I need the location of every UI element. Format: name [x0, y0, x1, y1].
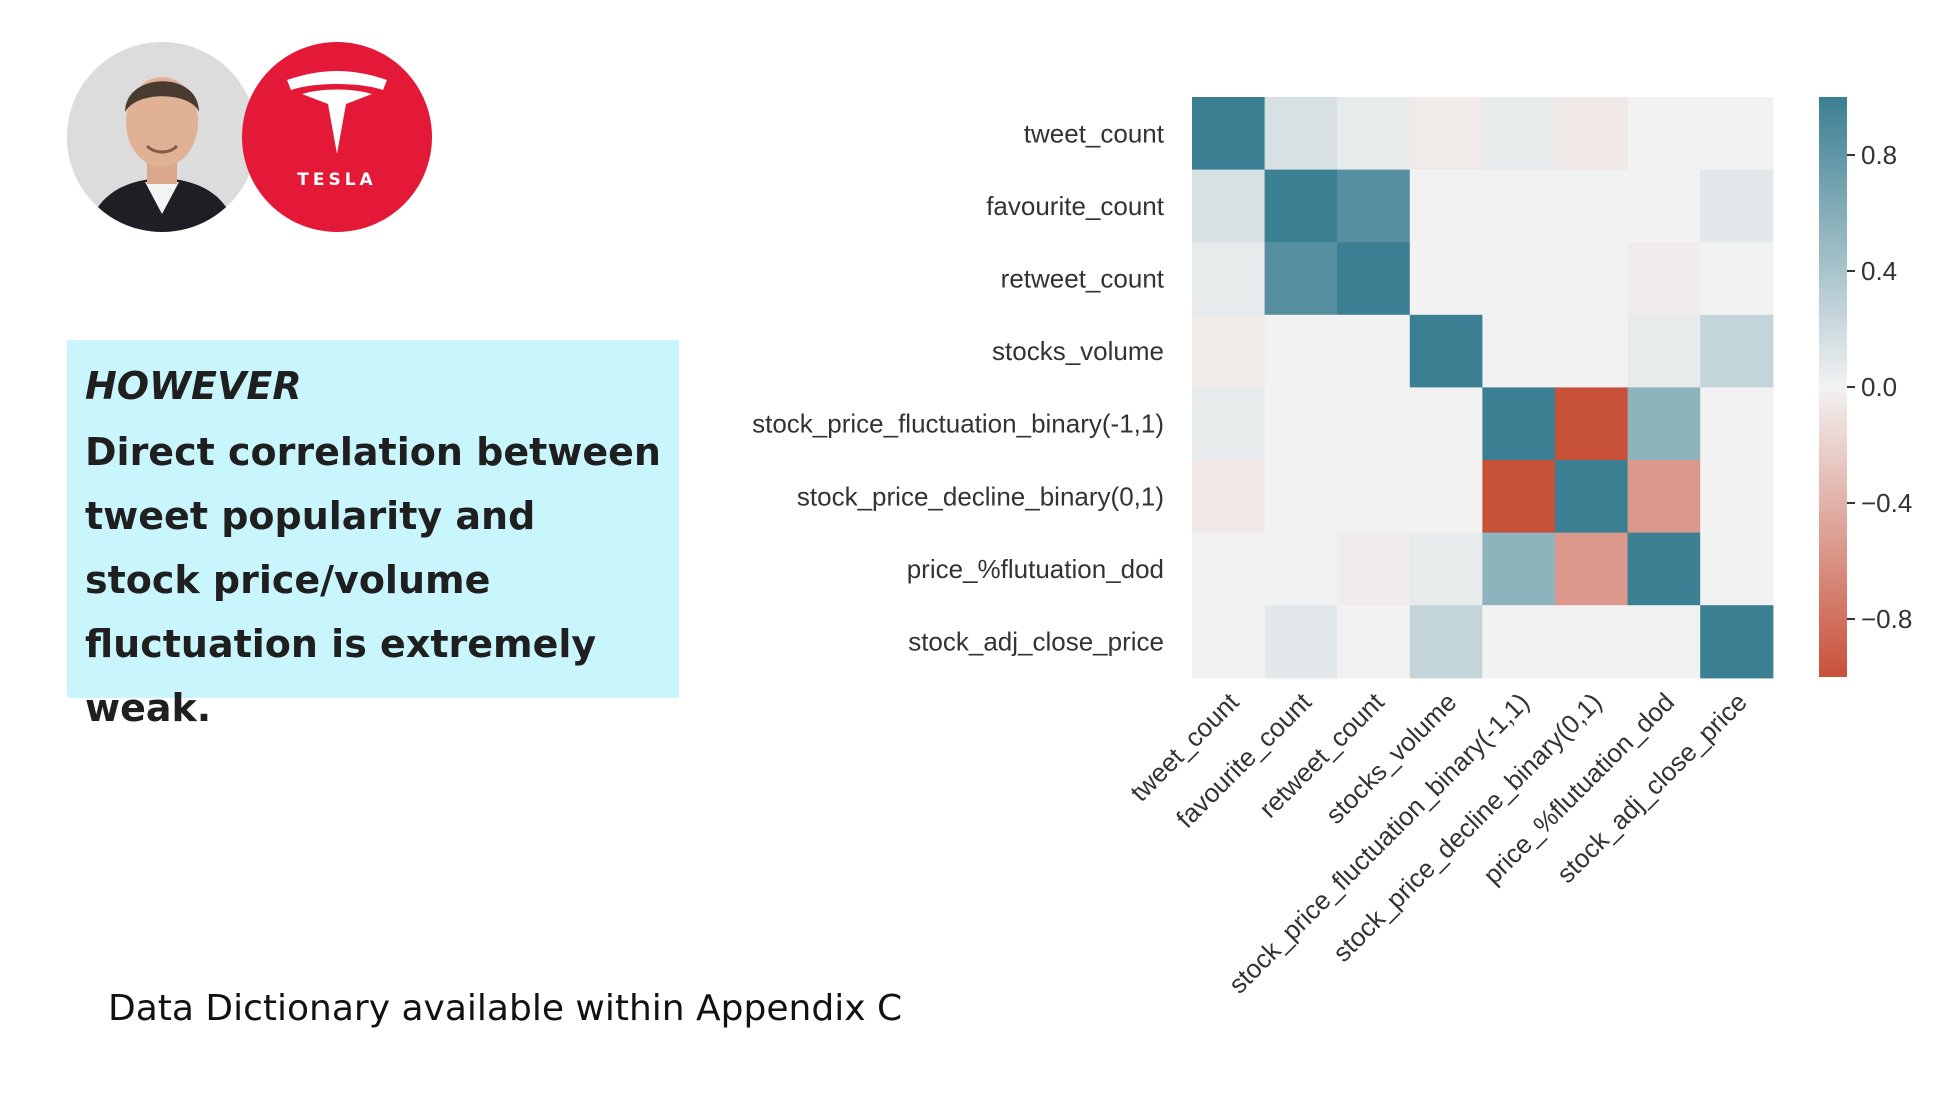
heatmap-cell-5-1 — [1264, 460, 1338, 534]
heatmap-cell-7-0 — [1192, 605, 1266, 679]
col-label-3: stocks_volume — [1320, 687, 1463, 830]
heatmap-cell-4-3 — [1409, 387, 1483, 461]
colorbar-tick-label-3: −0.4 — [1861, 488, 1912, 518]
heatmap-cell-0-2 — [1337, 97, 1411, 171]
heatmap-cell-5-3 — [1409, 460, 1483, 534]
heatmap-cell-4-5 — [1555, 387, 1629, 461]
heatmap-cell-3-7 — [1700, 314, 1774, 388]
portrait-photo-drawing — [67, 42, 257, 232]
row-label-5: stock_price_decline_binary(0,1) — [797, 481, 1164, 511]
callout-box: HOWEVER Direct correlation between tweet… — [67, 340, 679, 730]
heatmap-cell-7-7 — [1700, 605, 1774, 679]
heatmap-cell-1-5 — [1555, 169, 1629, 243]
heatmap-cell-1-3 — [1409, 169, 1483, 243]
heatmap-cell-0-7 — [1700, 97, 1774, 171]
heatmap-cell-5-2 — [1337, 460, 1411, 534]
heatmap-cell-6-6 — [1627, 532, 1701, 606]
heatmap-cell-0-1 — [1264, 97, 1338, 171]
heatmap-cell-6-3 — [1409, 532, 1483, 606]
callout-body: Direct correlation between tweet popular… — [85, 430, 661, 730]
row-label-2: retweet_count — [1001, 264, 1165, 294]
heatmap-cell-5-4 — [1482, 460, 1556, 534]
heatmap-cell-1-0 — [1192, 169, 1266, 243]
row-label-0: tweet_count — [1024, 118, 1165, 148]
heatmap-cell-4-0 — [1192, 387, 1266, 461]
row-label-1: favourite_count — [986, 191, 1165, 221]
heatmap-cell-1-4 — [1482, 169, 1556, 243]
heatmap-cell-6-5 — [1555, 532, 1629, 606]
heatmap-cell-1-6 — [1627, 169, 1701, 243]
colorbar-tick-label-1: 0.4 — [1861, 256, 1897, 286]
row-label-3: stocks_volume — [992, 336, 1164, 366]
colorbar-tick-label-0: 0.8 — [1861, 140, 1897, 170]
heatmap-cell-6-1 — [1264, 532, 1338, 606]
heatmap-cell-3-0 — [1192, 314, 1266, 388]
heatmap-cell-7-6 — [1627, 605, 1701, 679]
col-label-5: stock_price_decline_binary(0,1) — [1327, 687, 1608, 968]
heatmap-cell-0-0 — [1192, 97, 1266, 171]
heatmap-cell-7-5 — [1555, 605, 1629, 679]
heatmap-cell-5-5 — [1555, 460, 1629, 534]
heatmap-cell-2-3 — [1409, 242, 1483, 316]
heatmap-cell-6-7 — [1700, 532, 1774, 606]
heatmap-cell-0-4 — [1482, 97, 1556, 171]
heatmap-cell-2-5 — [1555, 242, 1629, 316]
heatmap-cell-1-2 — [1337, 169, 1411, 243]
heatmap-cell-2-2 — [1337, 242, 1411, 316]
heatmap-cell-2-4 — [1482, 242, 1556, 316]
heatmap-cell-2-6 — [1627, 242, 1701, 316]
col-label-2: retweet_count — [1253, 686, 1390, 823]
heatmap-cell-5-0 — [1192, 460, 1266, 534]
tesla-logo: TESLA — [242, 42, 432, 232]
heatmap-cell-2-0 — [1192, 242, 1266, 316]
colorbar-tick-label-2: 0.0 — [1861, 372, 1897, 402]
heatmap-cell-6-0 — [1192, 532, 1266, 606]
heatmap-cell-5-7 — [1700, 460, 1774, 534]
heatmap-cell-2-1 — [1264, 242, 1338, 316]
colorbar — [1819, 97, 1847, 677]
tesla-logo-icon — [287, 71, 387, 154]
heatmap-cell-3-4 — [1482, 314, 1556, 388]
heatmap-cell-0-6 — [1627, 97, 1701, 171]
colorbar-tick-label-4: −0.8 — [1861, 604, 1912, 634]
row-label-4: stock_price_fluctuation_binary(-1,1) — [752, 409, 1164, 439]
footnote: Data Dictionary available within Appendi… — [108, 988, 903, 1029]
heatmap-cell-6-4 — [1482, 532, 1556, 606]
heatmap-cell-2-7 — [1700, 242, 1774, 316]
heatmap-cell-4-6 — [1627, 387, 1701, 461]
heatmap-cell-7-2 — [1337, 605, 1411, 679]
heatmap-cell-4-2 — [1337, 387, 1411, 461]
row-label-6: price_%flutuation_dod — [907, 554, 1164, 584]
heatmap-cell-4-4 — [1482, 387, 1556, 461]
heatmap-cell-3-3 — [1409, 314, 1483, 388]
heatmap-cell-1-7 — [1700, 169, 1774, 243]
heatmap-cell-1-1 — [1264, 169, 1338, 243]
callout-heading: HOWEVER — [85, 364, 302, 408]
heatmap-cell-6-2 — [1337, 532, 1411, 606]
tesla-wordmark: TESLA — [297, 170, 377, 190]
heatmap-cell-4-1 — [1264, 387, 1338, 461]
portrait-photo — [67, 42, 257, 232]
heatmap-cell-3-2 — [1337, 314, 1411, 388]
heatmap-cell-3-5 — [1555, 314, 1629, 388]
heatmap-cell-5-6 — [1627, 460, 1701, 534]
heatmap-cell-3-6 — [1627, 314, 1701, 388]
heatmap-cell-0-5 — [1555, 97, 1629, 171]
heatmap-cell-7-1 — [1264, 605, 1338, 679]
heatmap-cell-0-3 — [1409, 97, 1483, 171]
heatmap-cell-3-1 — [1264, 314, 1338, 388]
heatmap-cell-4-7 — [1700, 387, 1774, 461]
row-label-7: stock_adj_close_price — [908, 627, 1164, 657]
heatmap-cell-7-3 — [1409, 605, 1483, 679]
heatmap-cell-7-4 — [1482, 605, 1556, 679]
